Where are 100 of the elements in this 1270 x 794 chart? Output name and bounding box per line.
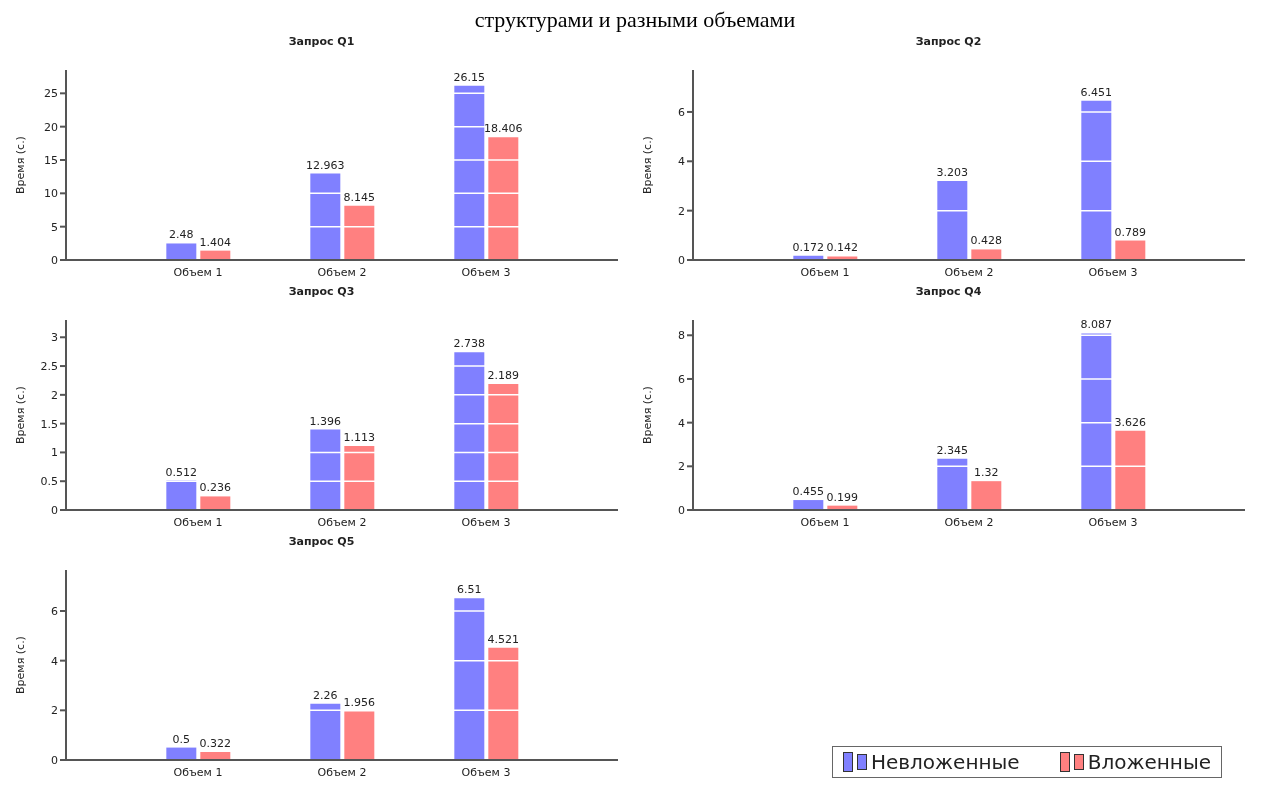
data-label: 12.963 xyxy=(306,158,345,172)
y-axis-title: Время (с.) xyxy=(640,386,654,444)
y-axis-title: Время (с.) xyxy=(13,136,27,194)
x-tick-label: Объем 2 xyxy=(317,265,367,279)
bar xyxy=(488,383,519,510)
y-tick-label: 6 xyxy=(678,105,685,119)
y-tick-label: 3 xyxy=(51,331,58,345)
data-label: 2.48 xyxy=(169,228,194,242)
data-label: 2.189 xyxy=(487,368,520,382)
bar xyxy=(1081,100,1112,260)
bar xyxy=(166,480,197,510)
y-tick-label: 2 xyxy=(678,204,685,218)
y-tick-label: 20 xyxy=(44,120,58,134)
data-label: 0.789 xyxy=(1114,225,1147,239)
x-tick-label: Объем 3 xyxy=(461,765,511,779)
data-label: 0.512 xyxy=(165,465,198,479)
bar xyxy=(971,249,1002,260)
bar xyxy=(971,481,1002,510)
data-label: 1.956 xyxy=(343,696,376,710)
y-tick-label: 2 xyxy=(51,704,58,718)
chart-title: Запрос Q5 xyxy=(287,534,356,550)
bar xyxy=(344,445,375,510)
y-tick-label: 6 xyxy=(51,604,58,618)
data-label: 0.236 xyxy=(199,481,232,495)
x-tick-label: Объем 3 xyxy=(1088,265,1138,279)
y-axis-title: Время (с.) xyxy=(13,386,27,444)
bar xyxy=(1115,240,1146,260)
bar xyxy=(1081,333,1112,510)
y-tick-label: 0 xyxy=(51,503,58,517)
y-tick-label: 4 xyxy=(51,654,58,668)
y-tick-label: 4 xyxy=(678,155,685,169)
x-tick-label: Объем 1 xyxy=(800,265,850,279)
x-tick-label: Объем 1 xyxy=(173,265,223,279)
chart-title: Запрос Q1 xyxy=(287,34,356,50)
x-tick-label: Объем 3 xyxy=(461,515,511,529)
bar xyxy=(344,711,375,760)
y-axis-title: Время (с.) xyxy=(13,636,27,694)
x-tick-label: Объем 2 xyxy=(317,515,367,529)
bar xyxy=(454,85,485,260)
y-tick-label: 4 xyxy=(678,416,685,430)
data-label: 6.51 xyxy=(457,583,482,597)
data-label: 18.406 xyxy=(484,122,523,136)
data-label: 0.455 xyxy=(792,485,825,499)
x-tick-label: Объем 2 xyxy=(944,515,994,529)
y-tick-label: 6 xyxy=(678,372,685,386)
data-label: 3.203 xyxy=(936,165,969,179)
y-tick-label: 2.5 xyxy=(40,359,58,373)
y-tick-label: 15 xyxy=(44,153,58,167)
x-tick-label: Объем 3 xyxy=(1088,515,1138,529)
text: структурами и разными объемами xyxy=(473,7,797,32)
data-label: 2.738 xyxy=(453,337,486,351)
data-label: 8.145 xyxy=(343,190,376,204)
bar xyxy=(310,173,341,260)
bar xyxy=(200,496,231,510)
y-tick-label: 1 xyxy=(51,446,58,460)
data-label: 0.172 xyxy=(792,240,825,254)
y-tick-label: 0 xyxy=(678,253,685,267)
data-label: 2.26 xyxy=(313,688,338,702)
bar xyxy=(1115,430,1146,510)
bar xyxy=(793,500,824,510)
data-label: 4.521 xyxy=(487,632,520,646)
x-tick-label: Объем 2 xyxy=(317,765,367,779)
bar xyxy=(166,243,197,260)
bar xyxy=(310,703,341,760)
data-label: 0.322 xyxy=(199,737,232,750)
data-label: 1.32 xyxy=(974,466,999,480)
data-label: 6.451 xyxy=(1080,85,1113,99)
legend-label: Невложенные xyxy=(870,750,1020,774)
chart-title: Запрос Q2 xyxy=(914,34,983,50)
data-label: 2.345 xyxy=(936,443,969,457)
y-tick-label: 0 xyxy=(51,253,58,267)
y-tick-label: 10 xyxy=(44,187,58,201)
y-axis-title: Время (с.) xyxy=(640,136,654,194)
data-label: 0.199 xyxy=(826,490,859,504)
x-tick-label: Объем 2 xyxy=(944,265,994,279)
y-tick-label: 0 xyxy=(678,503,685,517)
x-tick-label: Объем 3 xyxy=(461,265,511,279)
data-label: 0.142 xyxy=(826,241,859,255)
bar xyxy=(937,458,968,510)
data-label: 0.5 xyxy=(172,732,191,746)
y-tick-label: 5 xyxy=(51,220,58,234)
bar xyxy=(488,137,519,260)
bar xyxy=(310,429,341,510)
data-label: 1.113 xyxy=(343,430,376,444)
bar xyxy=(454,352,485,510)
chart-title: Запрос Q3 xyxy=(287,284,356,300)
y-tick-label: 25 xyxy=(44,87,58,101)
x-tick-label: Объем 1 xyxy=(800,515,850,529)
bar xyxy=(344,205,375,260)
data-label: 1.396 xyxy=(309,414,342,428)
data-label: 0.428 xyxy=(970,234,1003,248)
y-tick-label: 2 xyxy=(51,388,58,402)
data-label: 1.404 xyxy=(199,235,232,249)
chart-title: Запрос Q4 xyxy=(914,284,983,300)
data-label: 26.15 xyxy=(453,70,486,84)
data-label: 3.626 xyxy=(1114,415,1147,429)
y-tick-label: 1.5 xyxy=(40,417,58,431)
x-tick-label: Объем 1 xyxy=(173,765,223,779)
bar xyxy=(454,598,485,760)
bar xyxy=(937,180,968,260)
